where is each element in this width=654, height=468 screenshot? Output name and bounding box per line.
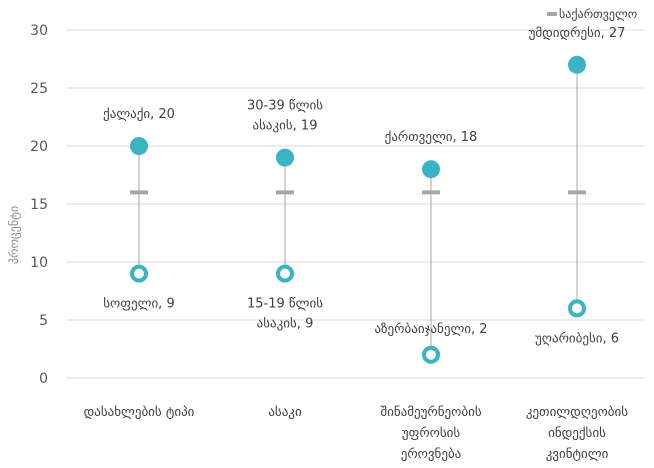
high-data-label: ქართველი, 18: [385, 130, 478, 145]
high-point: [422, 160, 440, 179]
y-axis-ticks: 0 5 10 15 20 25 30: [30, 23, 48, 387]
y-tick-label: 25: [30, 81, 48, 97]
y-tick-label: 5: [39, 313, 48, 329]
low-point: [422, 345, 440, 364]
x-category-label: შინამეურნეობის უფროსის ეროვნება: [380, 405, 481, 462]
low-point: [130, 264, 148, 283]
low-data-label: სოფელი, 9: [103, 297, 174, 312]
gridlines: [66, 29, 645, 379]
y-tick-label: 20: [30, 139, 48, 155]
low-data-label: უღარიბესი, 6: [535, 331, 619, 346]
x-category-label: კეთილდღეობის ინდექსის კვინტილი: [526, 405, 628, 462]
low-point: [276, 264, 294, 283]
high-data-label: ქალაქი, 20: [103, 107, 175, 122]
x-category-label: ასაკი: [268, 405, 302, 420]
low-point: [568, 299, 586, 318]
high-data-label: უმდიდრესი, 27: [529, 26, 626, 41]
y-tick-label: 10: [30, 255, 48, 271]
y-tick-label: 15: [30, 197, 48, 213]
low-data-label: აზერბაიჯანელი, 2: [374, 322, 487, 337]
low-data-label: 15-19 წლის ასაკის, 9: [247, 297, 323, 332]
legend: საქართველო: [547, 7, 637, 21]
y-axis-label: პროცენტი: [7, 206, 21, 264]
y-tick-label: 0: [39, 371, 48, 387]
high-data-label: 30-39 წლის ასაკის, 19: [247, 99, 323, 134]
legend-label: საქართველო: [559, 7, 637, 21]
data-labels: ქალაქი, 20 30-39 წლის ასაკის, 19 ქართველი, …: [103, 26, 625, 347]
y-tick-label: 30: [30, 23, 48, 39]
x-category-label: დასახლების ტიპი: [84, 405, 195, 420]
high-point: [568, 55, 586, 74]
chart-marks: [130, 55, 586, 364]
high-point: [130, 137, 148, 155]
x-axis-categories: დასახლების ტიპი ასაკი შინამეურნეობის უფროსი…: [84, 405, 629, 462]
high-point: [276, 148, 294, 167]
